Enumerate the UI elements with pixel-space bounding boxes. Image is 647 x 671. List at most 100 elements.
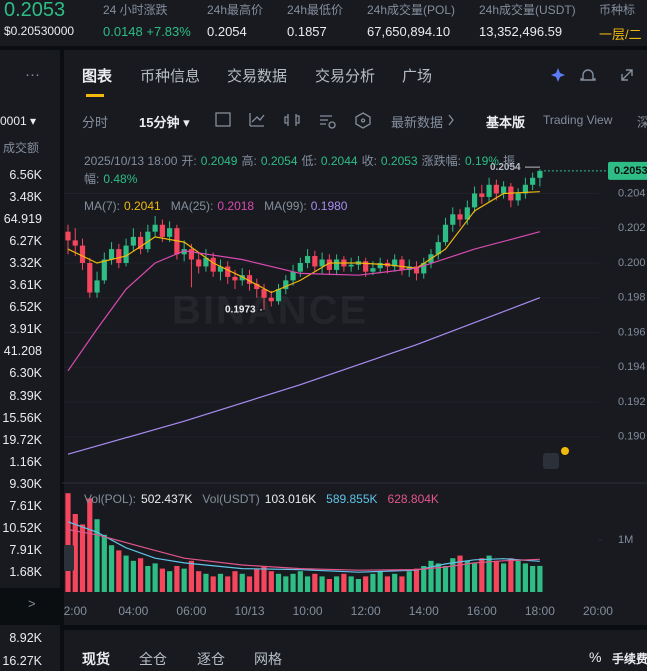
tab[interactable]: 广场	[402, 68, 433, 85]
indicator-icon[interactable]	[249, 113, 265, 127]
left-panel	[0, 50, 60, 588]
menu[interactable]: ···	[25, 66, 40, 83]
volume-bar	[326, 579, 332, 592]
order-tab[interactable]: 全仓	[139, 651, 167, 667]
header	[0, 0, 647, 46]
fee-icon[interactable]: %	[589, 649, 602, 665]
volume-cell: 16.27K	[2, 654, 42, 668]
y-tick-label: 0.200	[618, 257, 646, 269]
calendar-icon[interactable]	[215, 112, 231, 127]
candle-body	[196, 259, 202, 267]
vol-label: Vol(USDT)	[202, 492, 260, 506]
toolbar-tradingview[interactable]: Trading View	[543, 113, 613, 127]
candle-icon[interactable]	[284, 114, 300, 126]
info-value: 0.2054	[260, 154, 298, 168]
settings-icon[interactable]	[320, 115, 336, 129]
info-label: 高:	[241, 154, 257, 168]
volume-bar	[537, 565, 543, 592]
candle-body	[167, 228, 173, 237]
order-tab[interactable]: 现货	[82, 651, 110, 667]
candle-body	[421, 262, 427, 274]
pair-selector[interactable]: 0001 ▾	[0, 114, 37, 128]
info-value: 0.19%	[464, 154, 499, 168]
bell-icon[interactable]	[580, 69, 596, 81]
candle-body	[363, 261, 369, 272]
volume-bar	[450, 558, 456, 592]
candle-body	[312, 256, 318, 267]
volume-bar	[442, 566, 449, 592]
candle-body	[268, 297, 274, 302]
toolbar-depth[interactable]: 深	[637, 115, 647, 130]
toolbar-arrow[interactable]	[446, 112, 456, 128]
fee-label[interactable]: 手续费	[612, 652, 647, 666]
tab[interactable]: 交易数据	[227, 68, 288, 85]
ma-line	[67, 297, 541, 455]
vol-label: Vol(POL):	[84, 492, 137, 506]
toolbar-timeline[interactable]: 分时	[82, 115, 109, 130]
order-tab[interactable]: 网格	[254, 651, 282, 667]
info-value: 0.2044	[320, 154, 358, 168]
last-price-tag-text: 0.2053	[614, 165, 647, 177]
vol-value: 103.016K	[264, 492, 317, 506]
volume-bar	[457, 555, 463, 592]
x-tick-label: 20:00	[583, 604, 613, 618]
stat-value: 0.2054	[207, 24, 247, 39]
volume-bar	[522, 563, 528, 592]
volume-bar	[363, 576, 369, 592]
volume-bar	[108, 545, 115, 592]
candle-body	[246, 275, 253, 284]
left-panel-bottom	[0, 625, 60, 671]
candle-body	[159, 224, 165, 237]
hex-icon[interactable]	[355, 112, 371, 129]
candle-body	[232, 276, 238, 281]
candle-body	[145, 231, 151, 250]
last-price-tag	[608, 161, 647, 180]
x-tick-label: 04:00	[118, 604, 148, 618]
vol-ma-value: 628.804K	[387, 492, 439, 506]
volume-bar	[181, 568, 187, 592]
volume-bar	[196, 571, 202, 592]
volume-ma-line	[67, 521, 540, 573]
low-annotation: 0.1973	[225, 305, 256, 316]
tab-icons	[551, 68, 633, 82]
volume-bar	[406, 571, 412, 592]
volume-cell: 6.56K	[9, 168, 42, 182]
candle-body	[116, 249, 122, 263]
volume-bar	[72, 514, 78, 592]
toolbar-latest[interactable]: 最新数据	[391, 115, 444, 130]
fullscreen-icon[interactable]	[621, 69, 633, 81]
volume-cell: 3.48K	[9, 190, 42, 205]
toolbar-basic[interactable]: 基本版	[486, 115, 526, 130]
candle-body	[87, 262, 93, 293]
volume-bar	[152, 563, 158, 592]
ma-line	[67, 191, 540, 294]
scroll-arrow[interactable]: >	[28, 596, 36, 611]
info-value: 0.48%	[103, 172, 138, 186]
volume-cell: 6.30K	[9, 366, 42, 381]
candle-body	[152, 224, 158, 232]
candle-body	[217, 266, 224, 272]
tab[interactable]: 币种信息	[140, 68, 201, 85]
order-panel	[64, 630, 647, 671]
volume-bar	[297, 571, 303, 592]
candle-body	[225, 266, 231, 277]
volume-bar	[101, 534, 107, 592]
candle-body	[261, 289, 267, 298]
candle-body	[283, 280, 289, 290]
volume-bar	[167, 571, 173, 592]
active-tab-underline	[86, 94, 104, 97]
tab[interactable]: 交易分析	[315, 68, 376, 85]
volume-bar	[384, 576, 391, 592]
ma-line	[67, 231, 541, 372]
candle-body	[181, 249, 187, 255]
stat-value: 0.0148 +7.83%	[103, 24, 191, 39]
ai-icon[interactable]	[551, 68, 565, 82]
candle-body	[348, 264, 354, 267]
candle-body	[108, 249, 115, 260]
volume-cell: 7.61K	[9, 498, 42, 513]
tab[interactable]: 图表	[82, 68, 113, 85]
volume-bar	[268, 571, 274, 592]
toolbar-interval[interactable]: 15分钟 ▾	[139, 115, 190, 130]
candle-body	[457, 214, 463, 220]
order-tab[interactable]: 逐仓	[197, 651, 225, 667]
